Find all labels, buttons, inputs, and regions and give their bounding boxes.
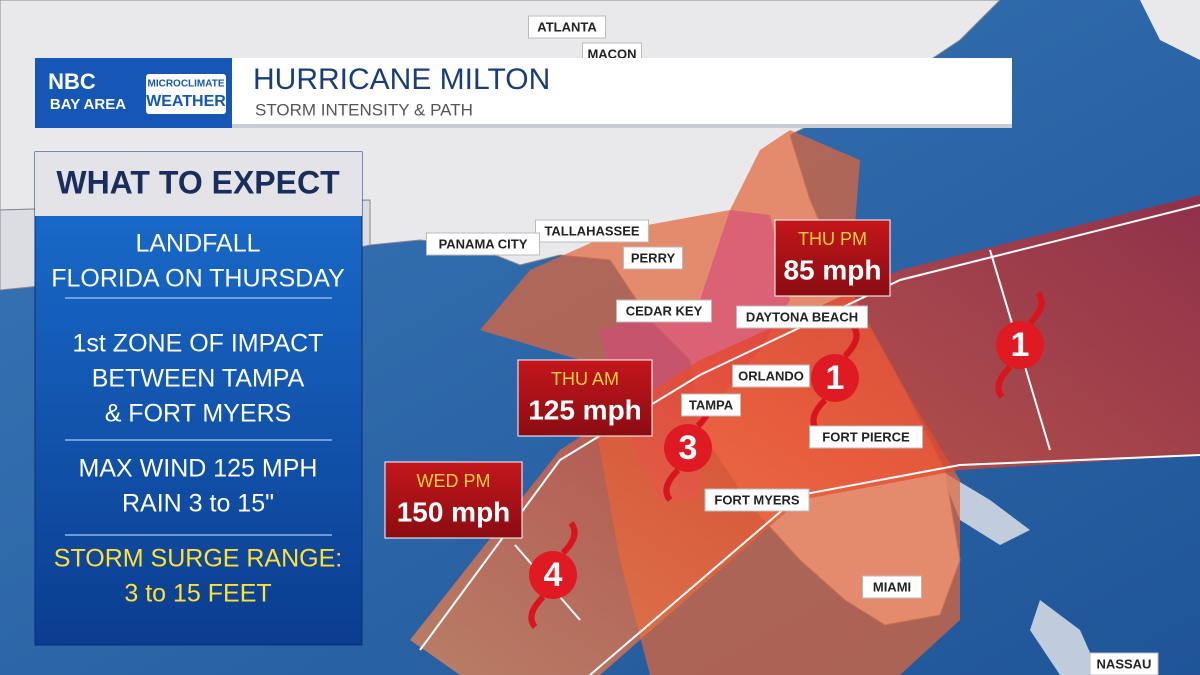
panel-line: 1st ZONE OF IMPACT bbox=[73, 330, 324, 358]
header-subtitle: STORM INTENSITY & PATH bbox=[255, 100, 473, 119]
logo-network: NBC bbox=[48, 69, 96, 94]
city-label: CEDAR KEY bbox=[626, 303, 703, 318]
storm-category: 4 bbox=[544, 556, 563, 594]
panel-line: RAIN 3 to 15" bbox=[122, 490, 274, 518]
city-label-box bbox=[681, 393, 741, 417]
panel-line: & FORT MYERS bbox=[105, 400, 292, 428]
panel-line: STORM SURGE RANGE: bbox=[54, 545, 342, 573]
storm-category: 1 bbox=[1011, 326, 1030, 364]
storm-icon-arm bbox=[528, 594, 546, 629]
brand-line: WEATHER bbox=[146, 93, 226, 110]
storm-category: 3 bbox=[679, 429, 698, 467]
city-label: ORLANDO bbox=[738, 368, 804, 383]
panel-heading: WHAT TO EXPECT bbox=[56, 164, 340, 200]
cone-edge bbox=[589, 454, 1200, 675]
city-label: TAMPA bbox=[689, 397, 734, 412]
city-label-box bbox=[623, 246, 683, 270]
city-label: MACON bbox=[587, 46, 636, 61]
forecast-box bbox=[517, 359, 653, 437]
panel-line: LANDFALL bbox=[135, 230, 260, 258]
islands bbox=[940, 470, 1030, 545]
brand-box bbox=[146, 74, 226, 114]
storm-category: 1 bbox=[826, 359, 845, 397]
forecast-time: THU AM bbox=[551, 369, 619, 389]
panel-heading-box bbox=[35, 152, 362, 216]
land-north bbox=[1140, 0, 1200, 60]
city-label-box bbox=[616, 299, 712, 323]
forecast-wind: 85 mph bbox=[783, 254, 881, 285]
forecast-time: WED PM bbox=[417, 471, 491, 491]
city-label-box bbox=[535, 219, 649, 243]
city-label: FORT PIERCE bbox=[822, 429, 910, 444]
city-label-box bbox=[1089, 652, 1159, 675]
forecast-wind: 125 mph bbox=[528, 394, 642, 425]
city-label: PANAMA CITY bbox=[439, 236, 528, 251]
city-label: ATLANTA bbox=[537, 19, 597, 34]
storm-icon-arm bbox=[1027, 291, 1045, 326]
panel-line: MAX WIND 125 MPH bbox=[79, 455, 318, 483]
city-label: TALLAHASSEE bbox=[544, 223, 639, 238]
header-bar bbox=[230, 58, 1012, 128]
city-label-box bbox=[736, 305, 868, 329]
storm-icon-arm bbox=[663, 467, 681, 502]
storm-icon-arm bbox=[560, 521, 578, 556]
city-label-box bbox=[862, 575, 922, 599]
storm-icon-arm bbox=[995, 364, 1013, 399]
storm-icon bbox=[811, 354, 859, 402]
forecast-box bbox=[774, 219, 891, 297]
header-title: HURRICANE MILTON bbox=[253, 63, 550, 96]
city-label: MIAMI bbox=[873, 579, 911, 594]
forecast-time: THU PM bbox=[798, 229, 867, 249]
panel-line: BETWEEN TAMPA bbox=[92, 365, 305, 393]
storm-icon bbox=[664, 424, 712, 472]
city-label: NASSAU bbox=[1097, 656, 1152, 671]
city-label-box bbox=[704, 488, 810, 512]
city-label-box bbox=[426, 232, 540, 256]
storm-icon bbox=[529, 551, 577, 599]
forecast-box bbox=[384, 461, 523, 539]
city-label: DAYTONA BEACH bbox=[746, 309, 858, 324]
city-label-box bbox=[732, 364, 810, 388]
panel-line: 3 to 15 FEET bbox=[124, 580, 271, 608]
brand-line: MICROCLIMATE bbox=[147, 79, 224, 90]
forecast-wind: 150 mph bbox=[397, 496, 511, 527]
storm-icon bbox=[996, 321, 1044, 369]
city-label-box bbox=[528, 15, 606, 39]
city-label: FORT MYERS bbox=[714, 492, 800, 507]
logo-region: BAY AREA bbox=[50, 96, 126, 113]
header-shadow bbox=[230, 124, 1012, 128]
city-label: PERRY bbox=[631, 250, 676, 265]
panel-line: FLORIDA ON THURSDAY bbox=[51, 265, 345, 293]
islands bbox=[1030, 600, 1100, 675]
city-label-box bbox=[809, 425, 923, 449]
forecast-cone bbox=[410, 195, 1200, 675]
